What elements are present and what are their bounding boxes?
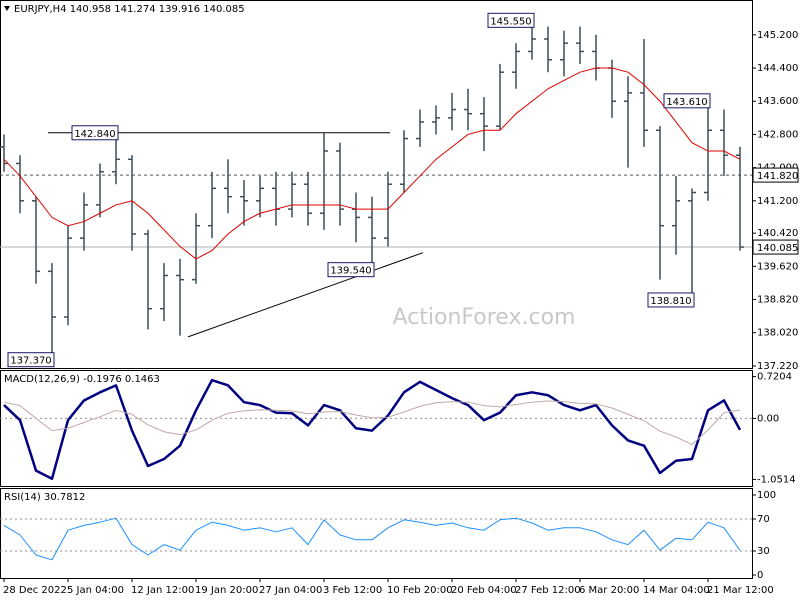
axis-price-box: [752, 167, 799, 183]
indicator-line: [3, 517, 741, 561]
y-tick-label: 70: [757, 514, 770, 525]
price-label: 139.540: [330, 266, 371, 277]
y-tick-label: 139.620: [757, 261, 798, 272]
x-tick-label: 3 Feb 12:00: [323, 585, 382, 596]
x-tick-label: 12 Jan 12:00: [131, 585, 194, 596]
x-tick-label: 27 Feb 12:00: [515, 585, 581, 596]
price-label-box: [647, 292, 695, 308]
price-label-box: [7, 352, 55, 368]
x-tick-label: 14 Mar 04:00: [643, 585, 710, 596]
price-label-box: [663, 93, 711, 109]
y-tick-label: 138.820: [757, 295, 798, 306]
x-tick-label: 10 Feb 20:00: [387, 585, 453, 596]
y-tick-label: 141.200: [757, 196, 798, 207]
x-tick-label: 20 Feb 04:00: [451, 585, 517, 596]
price-label: 143.610: [666, 97, 707, 108]
macd-panel: [0, 370, 753, 487]
macd-title: MACD(12,26,9) -0.1976 0.1463: [4, 374, 160, 385]
indicator-line: [3, 378, 742, 480]
x-tick-label: 28 Dec 2022: [3, 585, 67, 596]
price-label-box: [71, 125, 119, 141]
y-tick-label: 30: [757, 546, 770, 557]
moving-average: [3, 67, 741, 260]
y-tick-label: 140.420: [757, 228, 798, 239]
y-tick-label: 143.600: [757, 96, 798, 107]
rsi-panel: [0, 488, 753, 579]
rsi-title: RSI(14) 30.7812: [4, 492, 85, 503]
price-panel: [0, 0, 753, 369]
axis-price-label: 141.820: [757, 171, 798, 182]
y-tick-label: 138.020: [757, 328, 798, 339]
axis-price-box: [752, 239, 799, 255]
symbol-icon: [4, 6, 10, 11]
axis-price-label: 140.085: [757, 243, 798, 254]
price-label: 145.550: [490, 16, 531, 27]
y-tick-label: 100: [757, 490, 776, 501]
x-tick-label: 27 Jan 04:00: [259, 585, 322, 596]
y-tick-label: 0.00: [757, 413, 779, 424]
watermark: ActionForex.com: [393, 305, 576, 330]
y-tick-label: 0.7204: [757, 372, 792, 383]
indicator-line: [3, 400, 741, 446]
x-tick-label: 19 Jan 20:00: [195, 585, 258, 596]
price-label-box: [327, 262, 375, 278]
y-tick-label: 144.400: [757, 63, 798, 74]
chart-title: EURJPY,H4 140.958 141.274 139.916 140.08…: [14, 4, 245, 15]
x-tick-label: 5 Jan 04:00: [67, 585, 124, 596]
price-label: 137.370: [10, 356, 51, 367]
y-tick-label: 137.220: [757, 361, 798, 372]
x-tick-label: 21 Mar 12:00: [707, 585, 774, 596]
y-tick-label: 0: [757, 570, 763, 581]
y-tick-label: 145.200: [757, 30, 798, 41]
trend-line: [187, 252, 424, 338]
x-tick-label: 6 Mar 20:00: [579, 585, 639, 596]
y-tick-label: -1.0514: [757, 474, 796, 485]
price-label-box: [487, 12, 535, 28]
price-label: 138.810: [650, 296, 691, 307]
y-tick-label: 142.800: [757, 129, 798, 140]
price-label: 142.840: [74, 129, 115, 140]
